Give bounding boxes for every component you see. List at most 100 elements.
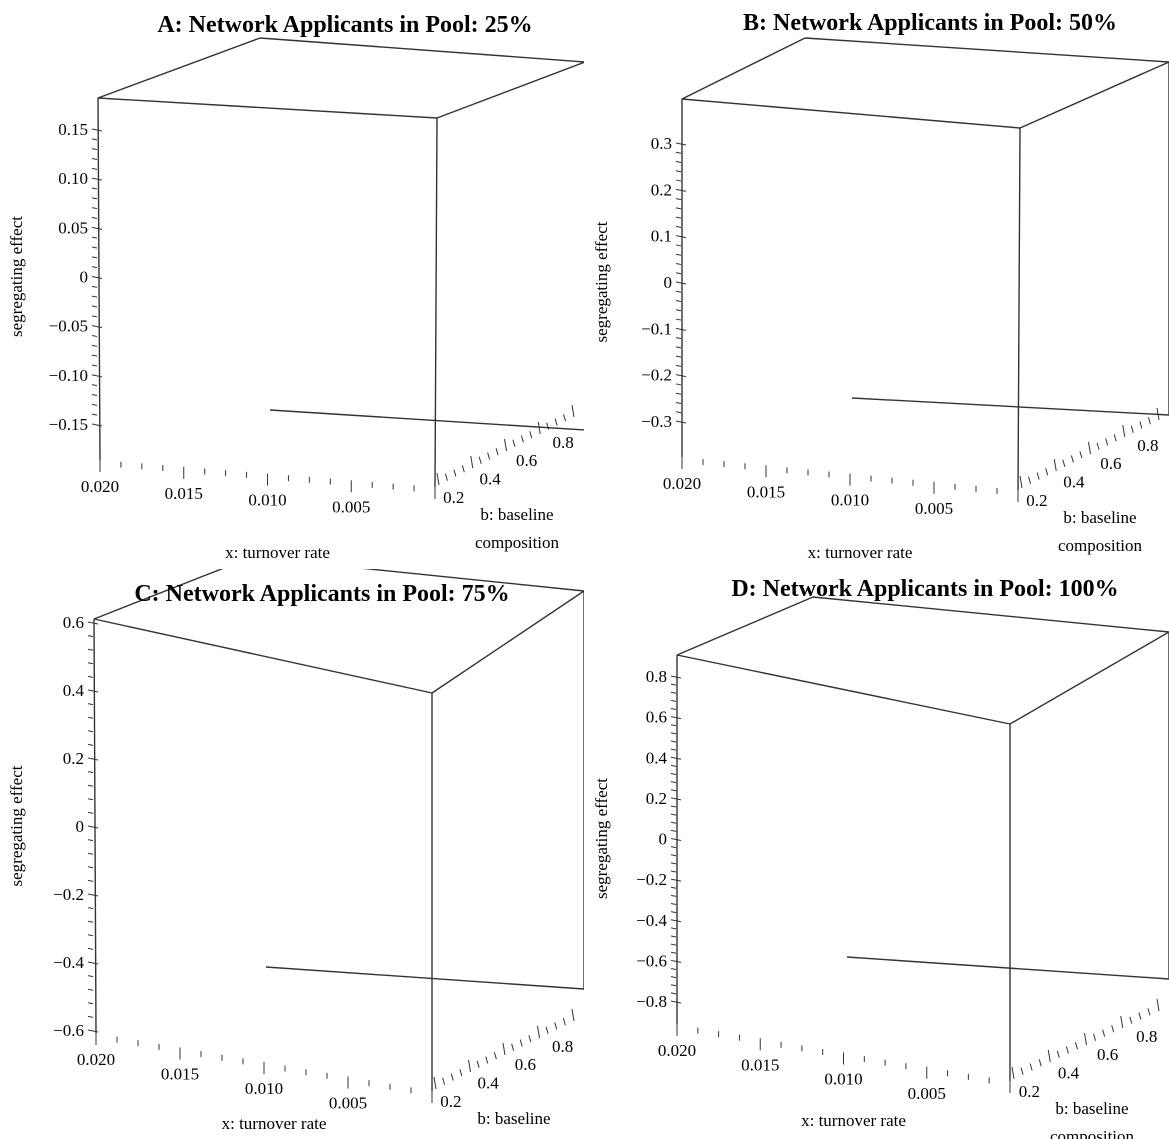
z-minor-tick	[670, 683, 677, 686]
z-minor-tick	[670, 951, 677, 954]
b-minor-tick	[1105, 438, 1109, 446]
z-tick-label: 0.05	[58, 218, 88, 237]
z-tick	[91, 226, 103, 230]
x-axis-label: x: turnover rate	[801, 1111, 906, 1130]
z-minor-tick	[91, 364, 98, 367]
z-minor-tick	[670, 870, 677, 873]
z-tick	[670, 716, 682, 720]
z-tick	[670, 1000, 682, 1004]
b-minor-tick	[450, 1073, 454, 1081]
z-minor-tick	[87, 798, 94, 801]
z-axis: 0.6 0.4 0.2 0 −0.2 −0.4 −0.6	[53, 613, 99, 1040]
z-tick	[675, 235, 687, 239]
b-minor-tick	[1028, 476, 1032, 484]
z-tick	[670, 675, 682, 679]
z-tick	[670, 838, 682, 841]
z-minor-tick	[670, 992, 677, 995]
z-tick-label: −0.6	[636, 951, 667, 970]
b-minor-tick	[1138, 1012, 1142, 1020]
z-tick-label: −0.2	[641, 366, 672, 385]
z-tick	[675, 374, 687, 378]
b-minor-tick	[563, 414, 567, 422]
b-minor-tick	[1111, 1025, 1115, 1033]
box-edge-left-top	[93, 569, 224, 620]
z-minor-tick	[91, 315, 98, 318]
z-tick-label: −0.3	[641, 412, 672, 431]
b-axis-label-line2: composition	[472, 1137, 557, 1139]
z-minor-tick	[670, 740, 677, 743]
b-minor-tick	[459, 1069, 463, 1077]
z-tick-label: −0.15	[49, 415, 88, 434]
z-minor-tick	[91, 246, 98, 249]
b-tick-label: 0.8	[552, 1037, 573, 1056]
z-minor-tick	[675, 383, 682, 386]
x-axis: 0.020 0.015 0.010 0.005	[81, 460, 436, 516]
box-edge-left-vertical	[93, 618, 97, 1034]
b-tick	[502, 1042, 506, 1056]
b-minor-tick	[493, 1052, 497, 1060]
z-minor-tick	[675, 216, 682, 219]
z-minor-tick	[670, 748, 677, 751]
z-minor-tick	[91, 207, 98, 210]
b-tick-label: 0.4	[1063, 473, 1085, 492]
b-axis: 0.2 0.4 0.6 0.8	[433, 1008, 575, 1111]
b-minor-tick	[476, 1060, 480, 1068]
z-minor-tick	[675, 244, 682, 247]
box-edge-front-vertical	[434, 117, 438, 488]
b-tick	[1156, 407, 1160, 421]
surface-plot: 0.8 0.6 0.4 0.2 0 −0.2 −0.4 −0.6 −0.8 segregating…	[592, 576, 1169, 1139]
z-minor-tick	[91, 354, 98, 357]
box-edge-right-top	[1009, 631, 1169, 725]
b-minor-tick	[487, 452, 491, 460]
x-axis-label: x: turnover rate	[808, 543, 913, 562]
z-tick	[670, 797, 682, 801]
b-tick-label: 0.6	[1097, 1045, 1118, 1064]
z-minor-tick	[91, 305, 98, 308]
z-tick	[670, 919, 682, 923]
surface-plot: 0.6 0.4 0.2 0 −0.2 −0.4 −0.6 segregating effect…	[7, 569, 584, 1139]
z-tick-label: −0.6	[53, 1021, 84, 1040]
z-minor-tick	[91, 266, 98, 269]
chart-title: A: Network Applicants in Pool: 25%	[157, 12, 532, 38]
z-tick	[675, 281, 687, 285]
z-tick	[87, 893, 99, 897]
z-minor-tick	[670, 935, 677, 938]
b-axis: 0.2 0.4 0.6 0.8	[1019, 407, 1160, 510]
z-tick	[670, 878, 682, 882]
z-tick	[87, 757, 99, 761]
z-minor-tick	[87, 648, 94, 651]
z-tick	[87, 961, 99, 965]
b-minor-tick	[1065, 1046, 1069, 1054]
b-tick-label: 0.4	[1058, 1064, 1080, 1083]
z-minor-tick	[87, 866, 94, 869]
box-edge-right-top	[1019, 61, 1169, 129]
z-minor-tick	[670, 773, 677, 775]
b-tick-label: 0.6	[516, 451, 537, 470]
x-tick-label: 0.015	[165, 484, 203, 503]
b-minor-tick	[529, 431, 533, 439]
chart-title: B: Network Applicants in Pool: 50%	[743, 10, 1117, 36]
b-minor-tick	[1070, 455, 1074, 463]
b-minor-tick	[554, 418, 558, 426]
x-tick-label: 0.015	[161, 1065, 199, 1084]
z-minor-tick	[670, 854, 677, 857]
z-minor-tick	[87, 947, 94, 950]
b-tick	[1122, 424, 1126, 438]
box-edge-left-vertical	[97, 97, 101, 461]
box-edge-back-top	[362, 569, 584, 592]
z-minor-tick	[670, 691, 677, 694]
b-tick	[470, 455, 474, 469]
z-axis: 0.8 0.6 0.4 0.2 0 −0.2 −0.4 −0.6 −0.8	[636, 667, 682, 1011]
z-minor-tick	[670, 976, 677, 979]
z-minor-tick	[670, 911, 677, 914]
bounding-box	[676, 596, 1169, 1081]
z-tick-label: 0	[659, 830, 668, 849]
b-minor-tick	[520, 435, 524, 443]
z-minor-tick	[675, 300, 682, 303]
x-tick-label: 0.005	[915, 499, 953, 518]
b-minor-tick	[1093, 1033, 1097, 1041]
b-minor-tick	[453, 469, 457, 477]
chart-panel-a: 0.15 0.10 0.05 0 −0.05 −0.10 −0.15 segregating …	[0, 0, 584, 569]
z-minor-tick	[670, 903, 677, 905]
b-minor-tick	[1045, 468, 1049, 476]
